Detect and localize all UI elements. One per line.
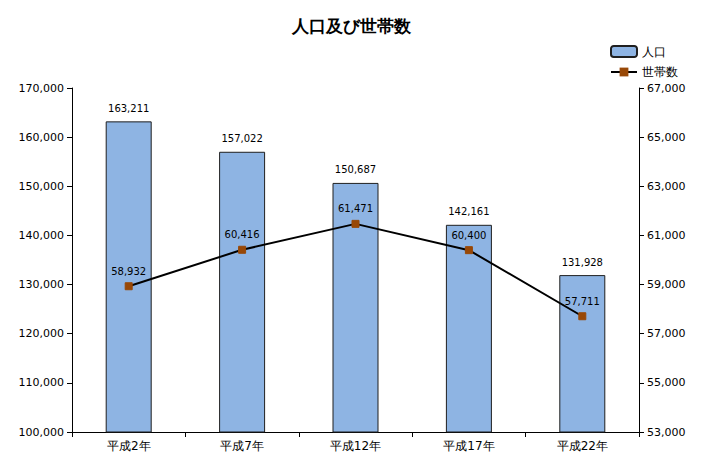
svg-text:人口: 人口 — [642, 45, 666, 59]
svg-text:65,000: 65,000 — [647, 131, 686, 144]
svg-text:67,000: 67,000 — [647, 82, 686, 95]
svg-text:160,000: 160,000 — [19, 131, 65, 144]
svg-text:平成17年: 平成17年 — [443, 439, 494, 453]
svg-text:57,711: 57,711 — [565, 296, 600, 307]
svg-text:140,000: 140,000 — [19, 229, 65, 242]
svg-text:53,000: 53,000 — [647, 426, 686, 439]
svg-text:人口及び世帯数: 人口及び世帯数 — [291, 16, 412, 36]
svg-text:61,000: 61,000 — [647, 229, 686, 242]
svg-text:63,000: 63,000 — [647, 180, 686, 193]
svg-text:世帯数: 世帯数 — [642, 65, 678, 79]
svg-text:平成22年: 平成22年 — [557, 439, 608, 453]
svg-text:142,161: 142,161 — [448, 206, 489, 217]
svg-text:60,416: 60,416 — [225, 229, 260, 240]
svg-text:100,000: 100,000 — [19, 426, 65, 439]
svg-text:157,022: 157,022 — [221, 133, 262, 144]
svg-text:59,000: 59,000 — [647, 278, 686, 291]
svg-text:131,928: 131,928 — [562, 257, 603, 268]
svg-text:平成2年: 平成2年 — [107, 439, 151, 453]
svg-text:110,000: 110,000 — [19, 376, 65, 389]
svg-text:150,687: 150,687 — [335, 164, 376, 175]
svg-text:58,932: 58,932 — [111, 266, 146, 277]
svg-text:150,000: 150,000 — [19, 180, 65, 193]
svg-text:130,000: 130,000 — [19, 278, 65, 291]
svg-text:60,400: 60,400 — [451, 230, 486, 241]
svg-text:120,000: 120,000 — [19, 327, 65, 340]
svg-text:平成12年: 平成12年 — [330, 439, 381, 453]
svg-text:170,000: 170,000 — [19, 82, 65, 95]
svg-text:平成7年: 平成7年 — [220, 439, 264, 453]
svg-text:55,000: 55,000 — [647, 376, 686, 389]
svg-text:57,000: 57,000 — [647, 327, 686, 340]
svg-text:61,471: 61,471 — [338, 203, 373, 214]
svg-text:163,211: 163,211 — [108, 103, 149, 114]
